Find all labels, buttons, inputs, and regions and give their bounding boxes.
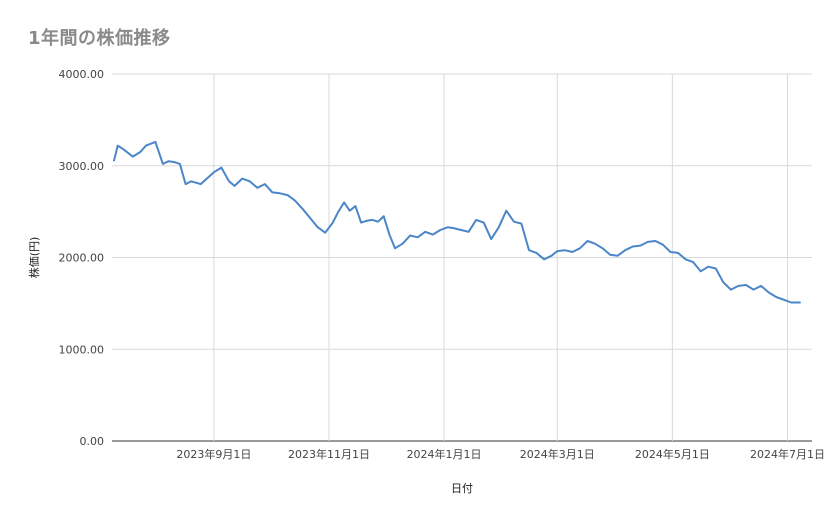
y-tick-label: 4000.00 (59, 68, 105, 81)
y-tick-label: 2000.00 (59, 252, 105, 265)
y-axis-title: 株価(円) (27, 237, 41, 279)
grid-lines (112, 73, 812, 442)
chart-title: 1年間の株価推移 (28, 28, 171, 49)
y-tick-label: 3000.00 (59, 160, 105, 173)
x-axis-title: 日付 (451, 482, 473, 495)
y-tick-label: 1000.00 (59, 343, 105, 356)
x-tick-label: 2023年11月1日 (288, 447, 370, 461)
y-tick-label: 0.00 (80, 435, 105, 448)
x-tick-label: 2024年3月1日 (520, 447, 595, 461)
x-tick-label: 2024年7月1日 (750, 447, 825, 461)
y-axis-ticks: 0.00 1000.00 2000.00 3000.00 4000.00 (59, 68, 105, 448)
x-tick-label: 2024年1月1日 (407, 447, 482, 461)
x-axis-ticks: 2023年9月1日 2023年11月1日 2024年1月1日 2024年3月1日 202… (176, 447, 825, 461)
series-line (112, 140, 801, 304)
x-tick-label: 2024年5月1日 (635, 447, 710, 461)
x-tick-label: 2023年9月1日 (176, 447, 251, 461)
